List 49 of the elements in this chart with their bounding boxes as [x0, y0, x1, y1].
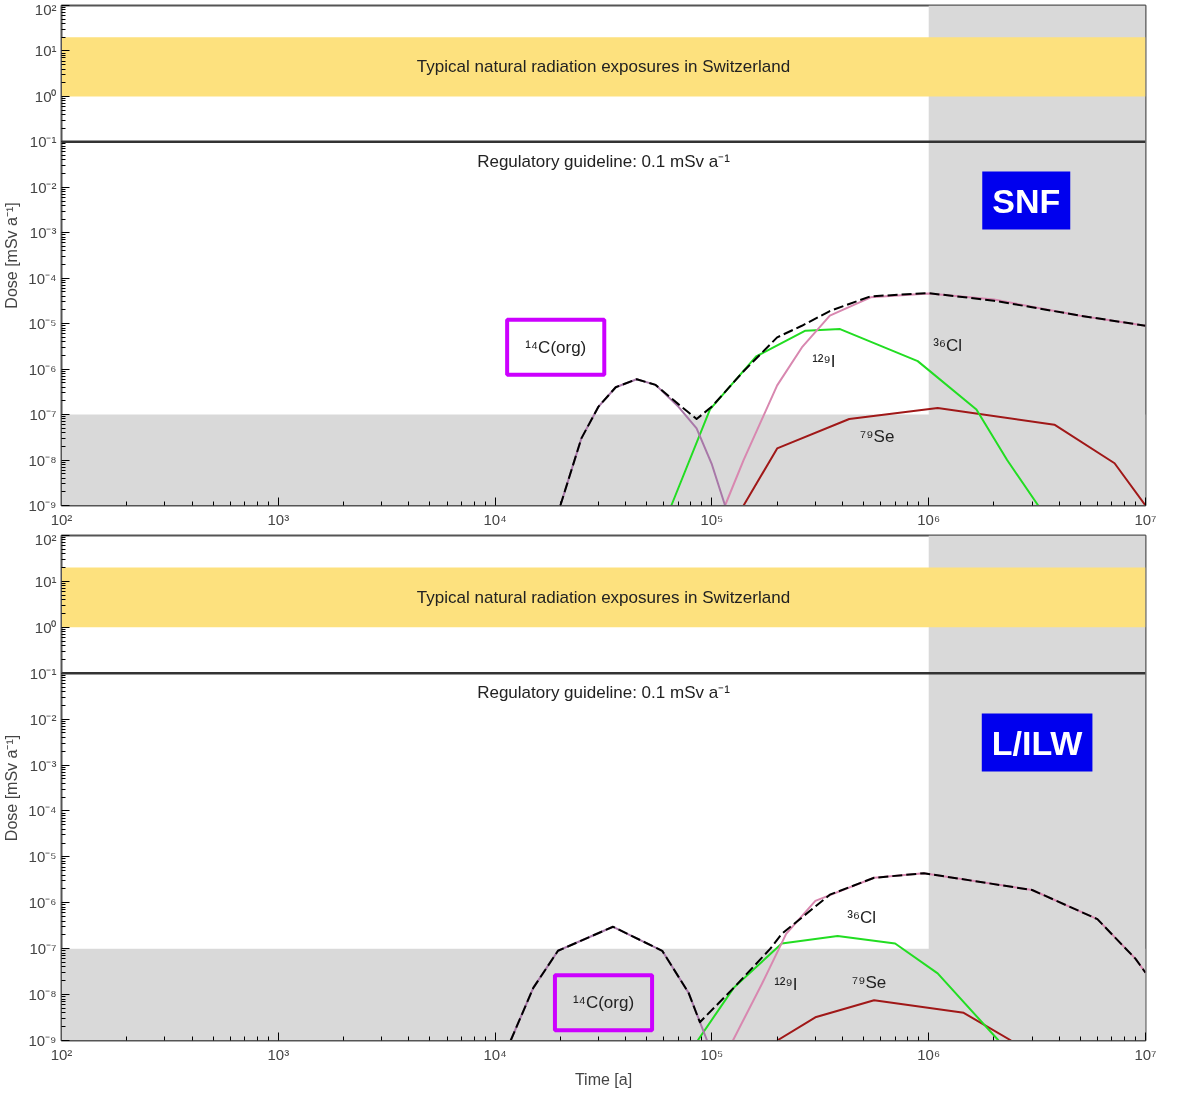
- y-tick-label: 10⁻⁷: [29, 406, 57, 424]
- text: ¹⁴C(org): [572, 993, 635, 1013]
- y-tick-label: 10⁰: [34, 87, 57, 105]
- series-label: ⁷⁹Se: [852, 972, 887, 992]
- y-tick-label: 10⁻⁶: [28, 360, 57, 378]
- y-tick-label: 10⁻⁸: [28, 986, 57, 1004]
- y-tick-label: 10⁻¹: [29, 664, 57, 682]
- series-label: ¹²⁹I: [812, 351, 836, 371]
- band-label: Typical natural radiation exposures in Switzerland: [416, 57, 791, 77]
- x-tick-label: 10⁶: [917, 510, 941, 528]
- y-tick-label: 10⁻⁷: [29, 940, 57, 958]
- y-tick-label: 10⁻⁴: [28, 269, 57, 287]
- series-label: ¹²⁹I: [774, 974, 798, 994]
- y-tick-label: 10⁻⁵: [28, 848, 57, 866]
- text: ¹⁴C(org): [525, 337, 587, 357]
- x-axis-title: Time [a]: [574, 1070, 633, 1088]
- series-label: ³⁶Cl: [933, 335, 963, 355]
- y-tick-label: 10⁻⁵: [28, 315, 57, 333]
- y-axis-title: Dose [mSv a⁻¹]: [3, 734, 21, 842]
- x-tick-label: 10⁷: [1134, 510, 1157, 528]
- y-tick-label: 10⁻²: [29, 710, 57, 728]
- y-tick-label: 10⁻¹: [29, 133, 57, 151]
- y-tick-label: 10²: [34, 530, 57, 548]
- y-tick-label: 10²: [34, 0, 57, 18]
- x-tick-label: 10⁵: [700, 1045, 724, 1063]
- y-tick-label: 10⁻²: [29, 178, 57, 196]
- y-axis-title: Dose [mSv a⁻¹]: [3, 202, 21, 309]
- x-tick-label: 10³: [267, 510, 290, 528]
- x-tick-label: 10⁷: [1134, 1045, 1157, 1063]
- y-tick-label: 10⁻³: [29, 756, 57, 774]
- y-tick-label: 10⁰: [34, 618, 57, 636]
- band-label: Typical natural radiation exposures in Switzerland: [416, 587, 791, 607]
- y-tick-label: 10¹: [34, 42, 57, 60]
- y-tick-label: 10⁻⁶: [28, 894, 57, 912]
- ref-line-label: Regulatory guideline: 0.1 mSv a⁻¹: [477, 151, 731, 171]
- y-tick-label: 10¹: [34, 572, 57, 590]
- x-tick-label: 10⁶: [917, 1045, 941, 1063]
- ref-line-label: Regulatory guideline: 0.1 mSv a⁻¹: [477, 683, 731, 703]
- y-tick-label: 10⁻³: [29, 224, 57, 242]
- series-label: ³⁶Cl: [847, 908, 876, 928]
- y-tick-label: 10⁻⁴: [28, 802, 57, 820]
- x-tick-label: 10⁴: [483, 1045, 507, 1063]
- series-label: ⁷⁹Se: [860, 427, 895, 447]
- annotation: SNF: [992, 181, 1061, 220]
- y-tick-label: 10⁻⁸: [28, 451, 57, 469]
- x-tick-label: 10⁵: [700, 510, 724, 528]
- x-tick-label: 10³: [267, 1045, 290, 1063]
- annotation: L/ILW: [991, 723, 1084, 762]
- x-tick-label: 10⁴: [483, 510, 507, 528]
